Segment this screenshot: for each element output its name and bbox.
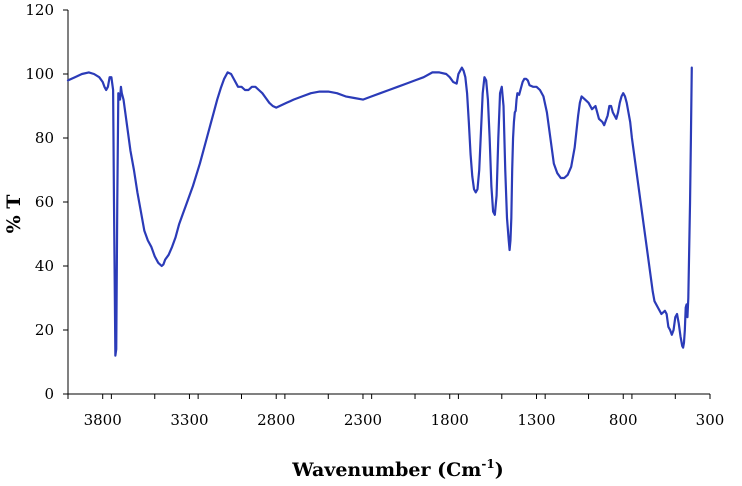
y-axis-title: % T	[3, 195, 25, 234]
x-axis-title-superscript: -1	[481, 457, 494, 471]
x-tick-label: 1800	[431, 411, 469, 429]
spectrum-line	[66, 66, 693, 357]
x-axis-title-close: )	[495, 459, 504, 481]
y-tick-label: 80	[35, 129, 54, 147]
x-tick-label: 2300	[344, 411, 382, 429]
y-tick-label: 20	[35, 321, 54, 339]
plot-area	[66, 66, 693, 357]
x-tick-label: 300	[696, 411, 725, 429]
y-tick-label: 100	[25, 65, 54, 83]
y-tick-label: 0	[44, 385, 54, 403]
x-axis: 3800 3300 2800 2300 1800 1300 800 300	[67, 393, 725, 429]
x-tick-label: 3800	[84, 411, 122, 429]
x-axis-title-main: Wavenumber (Cm	[291, 459, 481, 481]
x-tick-label: 3300	[170, 411, 208, 429]
y-axis: 0 20 40 60 80 100 120	[25, 1, 69, 403]
x-tick-label: 1300	[517, 411, 555, 429]
y-tick-label: 40	[35, 257, 54, 275]
y-tick-label: 120	[25, 1, 54, 19]
x-tick-label: 800	[609, 411, 638, 429]
x-axis-title: Wavenumber (Cm-1)	[291, 457, 503, 481]
y-tick-label: 60	[35, 193, 54, 211]
x-tick-label: 2800	[257, 411, 295, 429]
